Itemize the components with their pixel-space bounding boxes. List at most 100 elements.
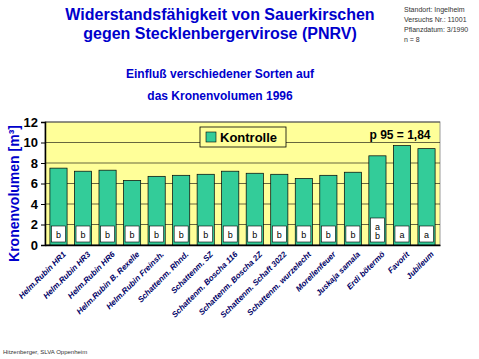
group-label: a [399,230,404,240]
label-box [248,226,262,242]
tick: 12 [24,115,45,130]
tick-label: Schattenm. SZ [169,249,215,295]
x-axis-line [46,245,441,247]
group-label: b [179,230,184,240]
subtitle: Einfluß verschiedener Sorten auf [126,67,315,81]
bar [369,156,386,245]
tick-mark [41,204,45,205]
tick: Schattenm. SZ [169,245,215,296]
bar [222,171,239,245]
tick-label: 2 [31,217,38,232]
chart: Widerstandsfähigkeit von Sauerkirschen ge… [0,0,479,359]
tick: 0 [31,238,45,253]
label-box [420,226,434,242]
bar [418,149,435,245]
bar [344,172,361,245]
tick-mark [41,225,45,226]
tick: 8 [31,156,45,171]
group-label: b [228,230,233,240]
tick-label: Jubileum [405,250,436,281]
label-box [395,226,409,242]
tick: Erdi bötermö [345,245,387,291]
label-box [223,226,237,242]
group-label: a [424,230,429,240]
bar [393,146,410,245]
label-box [125,226,139,242]
tick: 4 [31,197,45,212]
bars [50,146,435,245]
bar [74,171,91,245]
group-label: b [326,230,331,240]
bar [246,173,263,245]
label-box [101,226,115,242]
tick-mark [41,245,45,246]
group-label: b [277,230,282,240]
bar [295,178,312,245]
bar [99,170,116,245]
label-box [174,226,188,242]
group-label: b [105,230,110,240]
group-label: b [81,230,86,240]
info: Versuchs Nr.: 11001 [404,16,467,23]
tick-label: 6 [31,176,38,191]
tick: Jubileum [405,245,436,281]
legend-box [200,127,286,147]
group-label: ab [375,222,380,241]
group-label: b [350,230,355,240]
plot-area [45,122,440,245]
bar [173,175,190,245]
group-label: b [203,230,208,240]
label-box [272,226,286,242]
y-axis-line [41,123,46,246]
legend: Kontrolle [200,127,286,147]
tick: Juskaja samala [314,245,362,298]
tick-label: 12 [24,115,38,130]
tick-label: 10 [24,135,38,150]
label-box [150,226,164,242]
x-axis: Helm.Rubin HR1Helm.Rubin HR3Helm.Rubin H… [17,245,440,320]
info: Pflanzdatum: 3/1990 [404,26,468,33]
y-axis-title: Kronenvolumen [m³] [6,125,22,262]
grid-line [45,122,440,123]
group-label: b [154,230,159,240]
bar [197,174,214,245]
tick-mark [41,143,45,144]
group-label: b [301,230,306,240]
label-box [51,226,65,242]
subtitle: das Kronenvolumen 1996 [147,89,293,103]
source: Hitzenberger, SLVA Oppenheim [3,349,87,355]
tick-mark [41,122,45,123]
label-box [370,218,384,242]
tick: Schattenm. Rhnd. [136,245,190,304]
group-label: b [130,230,135,240]
tick-label: 8 [31,156,38,171]
info: n = 8 [404,36,420,43]
tick: 10 [24,135,45,150]
group-label: b [252,230,257,240]
tick-label: 0 [31,238,38,253]
title: Widerstandsfähigkeit von Sauerkirschen [65,6,374,23]
label-box [321,226,335,242]
bar [148,176,165,245]
tick-mark [41,163,45,164]
bar [320,175,337,245]
bar [124,180,141,245]
y-axis: 0 2 4 6 8 10 12 [24,115,46,253]
tick-mark [41,184,45,185]
label-box [346,226,360,242]
tick: 6 [31,176,45,191]
legend-swatch [206,132,216,142]
group-label: b [56,230,61,240]
annotation: p 95 = 1,84 [369,128,430,142]
label-box [199,226,213,242]
bar [50,168,67,245]
tick: 2 [31,217,45,232]
title: gegen Stecklenbergervirose (PNRV) [83,25,357,42]
label-box [297,226,311,242]
label-box [76,226,90,242]
tick-label: 4 [31,197,39,212]
legend-label: Kontrolle [220,130,277,145]
info: Standort: Ingelheim [404,6,465,14]
bar [271,174,288,245]
tick-label: Erdi bötermö [345,250,387,292]
